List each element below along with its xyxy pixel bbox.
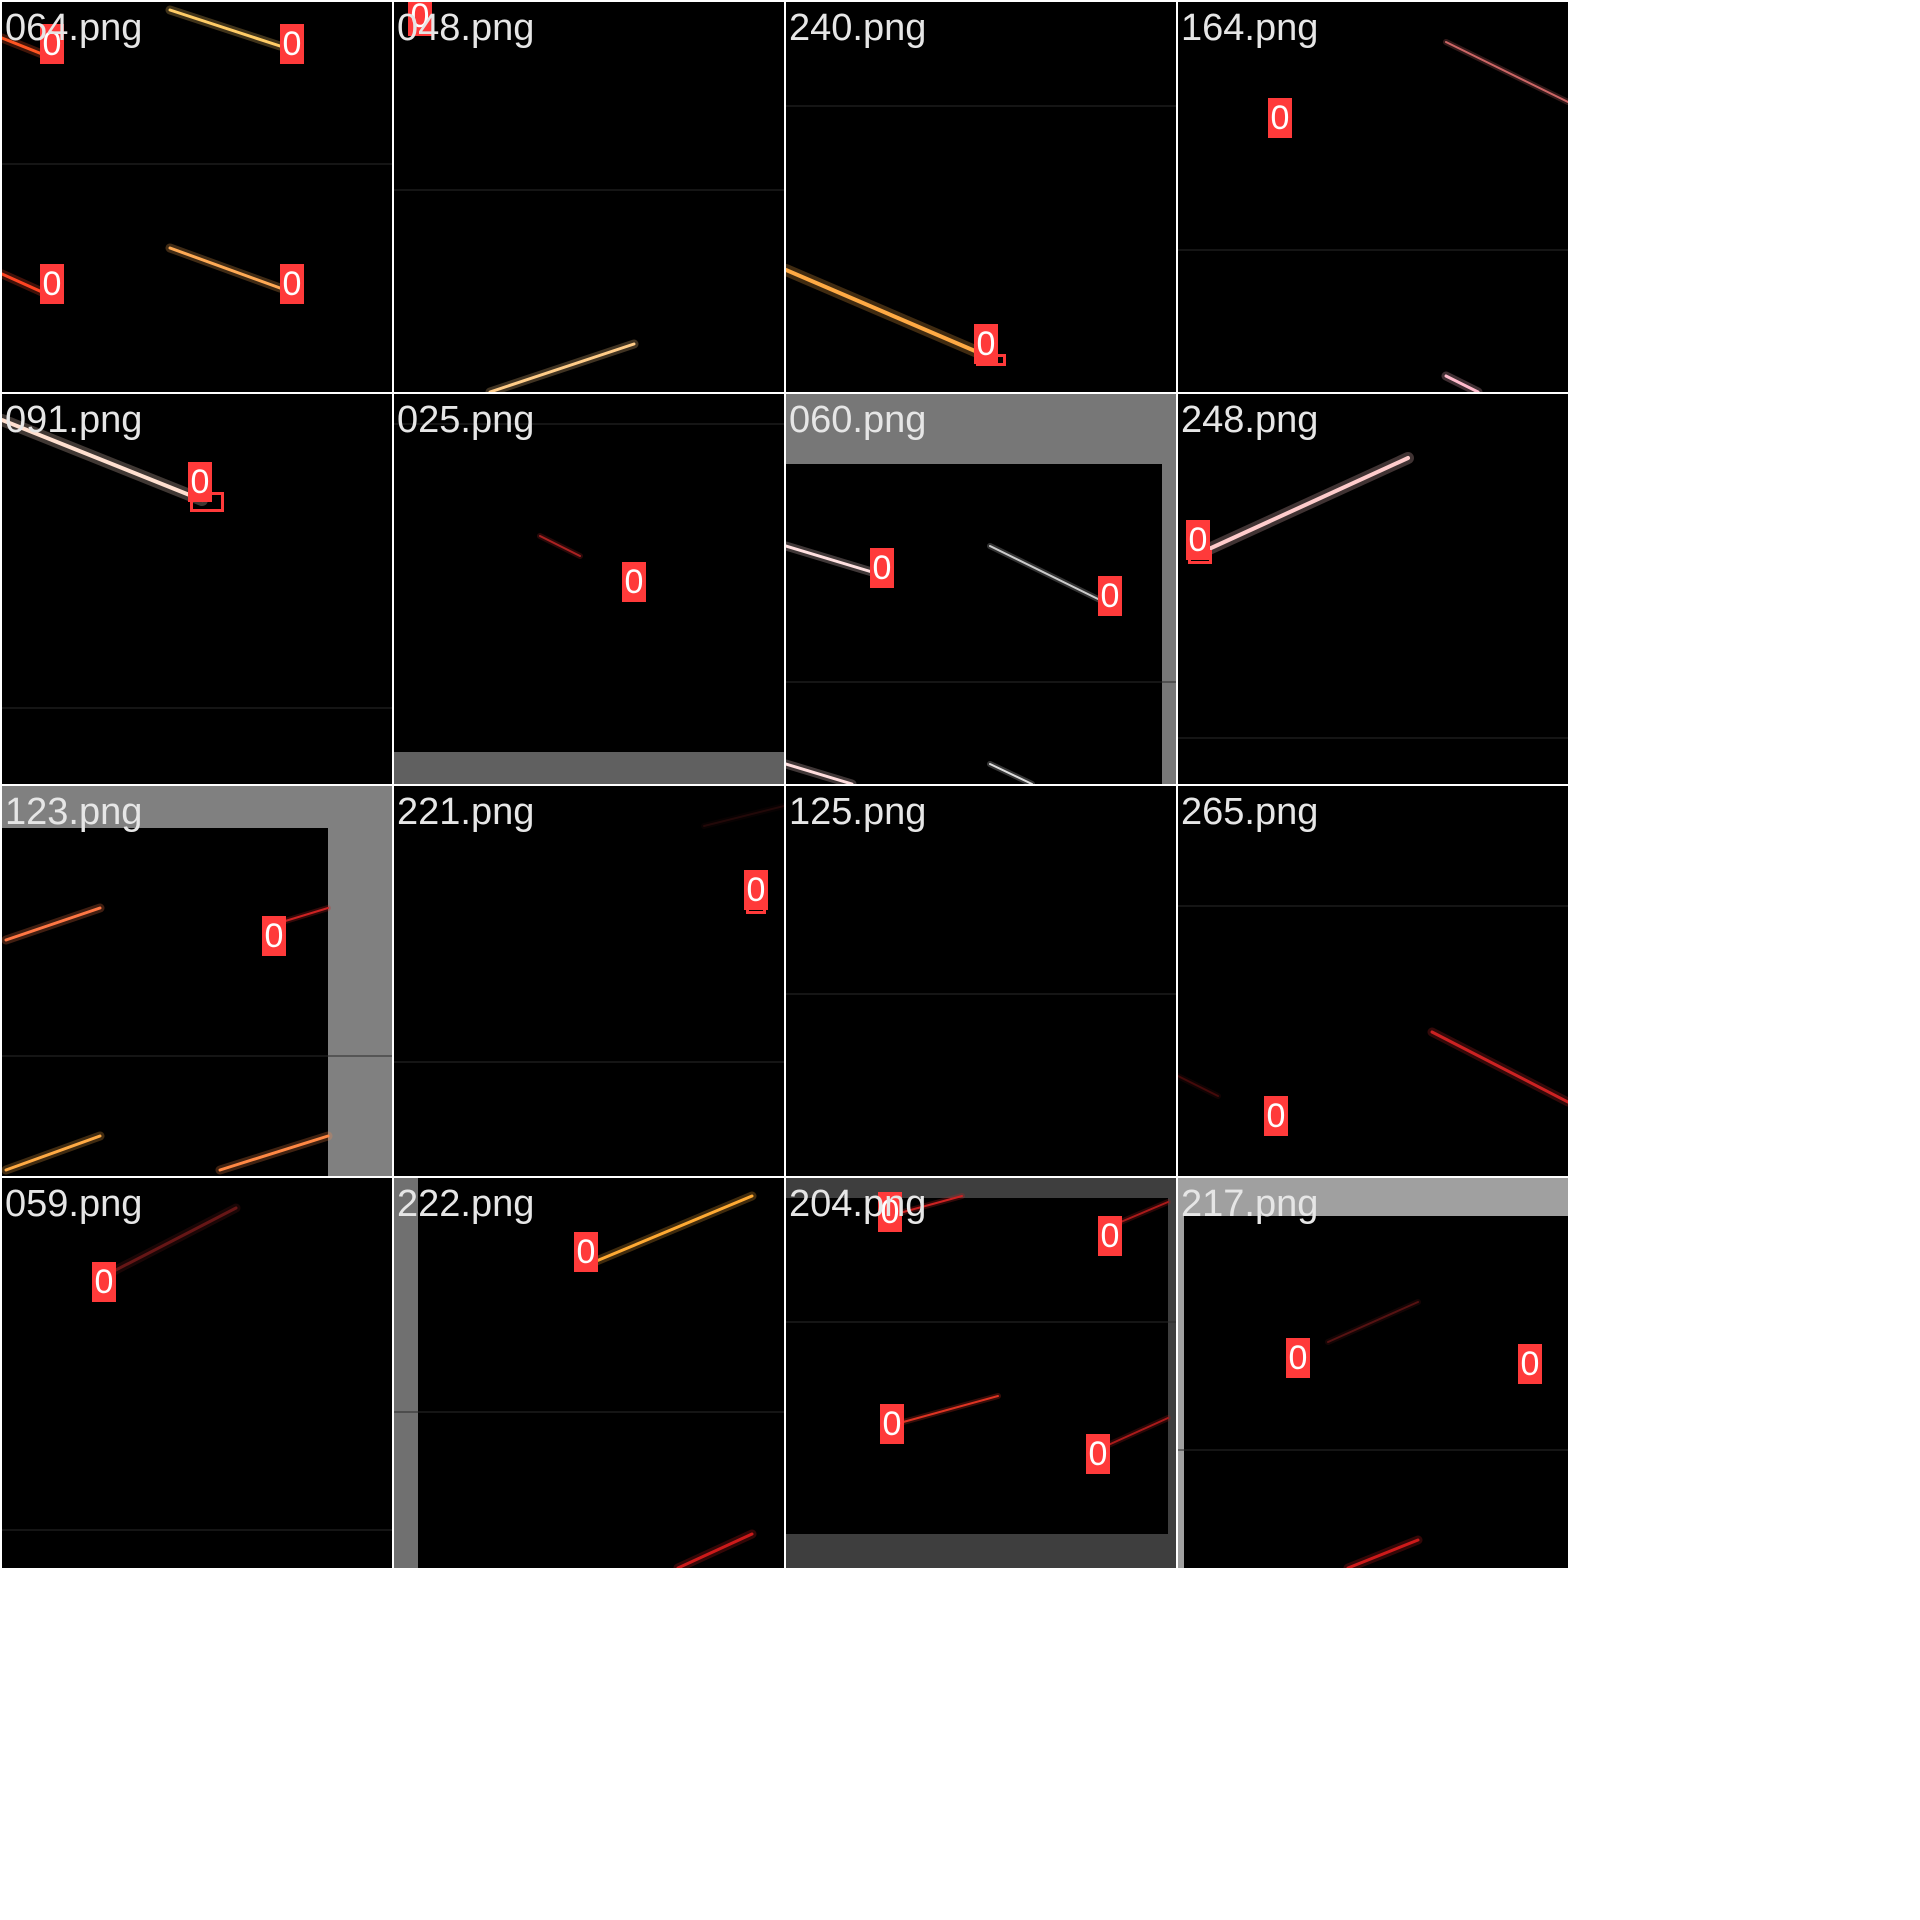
image-tile: 0 265.png [1178, 786, 1568, 1176]
tile-filename: 217.png [1181, 1182, 1318, 1226]
light-streak [594, 1196, 752, 1262]
tile-filename: 091.png [5, 398, 142, 442]
tile-filename: 059.png [5, 1182, 142, 1226]
light-streak [786, 546, 872, 572]
detection-class-label: 0 [870, 548, 894, 588]
light-streak [678, 1534, 752, 1568]
image-tile: 0 248.png [1178, 394, 1568, 784]
tile-filename: 125.png [789, 790, 926, 834]
image-tile: 0 025.png [394, 394, 784, 784]
image-tile: 0 240.png [786, 2, 1176, 392]
detection-class-label: 0 [974, 324, 998, 364]
light-streak [1446, 42, 1568, 102]
light-streak [990, 764, 1032, 784]
padding-region [394, 752, 784, 784]
tile-filename: 222.png [397, 1182, 534, 1226]
detection-class-label: 0 [188, 462, 212, 502]
light-streak [990, 546, 1100, 600]
detection-class-label: 0 [1186, 520, 1210, 560]
light-streak [170, 10, 280, 46]
image-tile: 0 0 060.png [786, 394, 1176, 784]
tile-filename: 221.png [397, 790, 534, 834]
light-streak [2, 274, 42, 292]
tile-filename: 204.png [789, 1182, 926, 1226]
image-tile: 0 221.png [394, 786, 784, 1176]
light-streak [6, 908, 100, 940]
image-tile: 0 059.png [2, 1178, 392, 1568]
image-tile: 125.png [786, 786, 1176, 1176]
detection-class-label: 0 [1286, 1338, 1310, 1378]
image-tile: 0 0 0 0 064.png [2, 2, 392, 392]
light-streak [540, 536, 580, 556]
image-tile: 0 048.png [394, 2, 784, 392]
detection-class-label: 0 [1098, 1216, 1122, 1256]
padding-region [1162, 394, 1176, 784]
tile-filename: 240.png [789, 6, 926, 50]
tile-filename: 064.png [5, 6, 142, 50]
tile-canvas [2, 1178, 392, 1568]
light-streak [1446, 376, 1478, 392]
tile-filename: 248.png [1181, 398, 1318, 442]
padding-region [328, 786, 392, 1176]
detection-class-label: 0 [1268, 98, 1292, 138]
tile-canvas [1178, 2, 1568, 392]
tile-canvas [1178, 1178, 1568, 1568]
light-streak [1432, 1032, 1568, 1102]
tile-filename: 265.png [1181, 790, 1318, 834]
image-tile: 0 123.png [2, 786, 392, 1176]
light-streak [6, 1136, 100, 1170]
detection-class-label: 0 [622, 562, 646, 602]
detection-class-label: 0 [280, 24, 304, 64]
padding-region [394, 1178, 418, 1568]
image-tile: 0 091.png [2, 394, 392, 784]
tile-filename: 164.png [1181, 6, 1318, 50]
light-streak [1328, 1302, 1418, 1342]
light-streak [704, 806, 784, 826]
light-streak [786, 764, 852, 784]
tile-canvas [394, 2, 784, 392]
tile-filename: 123.png [5, 790, 142, 834]
padding-region [1168, 1178, 1176, 1568]
tile-canvas [2, 786, 392, 1176]
padding-region [1178, 1178, 1184, 1568]
tile-canvas [1178, 786, 1568, 1176]
image-tile: 0 0 0 0 204.png [786, 1178, 1176, 1568]
light-streak [1198, 458, 1408, 554]
detection-class-label: 0 [880, 1404, 904, 1444]
light-streak [1116, 1202, 1168, 1224]
light-streak [786, 270, 982, 354]
detection-class-label: 0 [1264, 1096, 1288, 1136]
tile-filename: 025.png [397, 398, 534, 442]
tile-canvas [786, 786, 1176, 1176]
light-streak [1348, 1540, 1418, 1568]
image-tile: 0 164.png [1178, 2, 1568, 392]
light-streak [1178, 1076, 1218, 1096]
detection-class-label: 0 [1098, 576, 1122, 616]
tile-canvas [394, 786, 784, 1176]
tile-canvas [2, 394, 392, 784]
detection-class-label: 0 [92, 1262, 116, 1302]
detection-class-label: 0 [1086, 1434, 1110, 1474]
padding-region [786, 1534, 1176, 1568]
tile-canvas [1178, 394, 1568, 784]
image-tile: 0 222.png [394, 1178, 784, 1568]
light-streak [1106, 1418, 1168, 1446]
detection-class-label: 0 [280, 264, 304, 304]
light-streak [220, 1136, 328, 1170]
detection-class-label: 0 [1518, 1344, 1542, 1384]
detection-class-label: 0 [40, 264, 64, 304]
light-streak [896, 1396, 998, 1424]
detection-class-label: 0 [744, 870, 768, 910]
image-tile: 0 0 217.png [1178, 1178, 1568, 1568]
light-streak [282, 908, 328, 922]
tile-filename: 060.png [789, 398, 926, 442]
tile-filename: 048.png [397, 6, 534, 50]
light-streak [490, 344, 634, 392]
detection-class-label: 0 [262, 916, 286, 956]
tile-canvas [394, 394, 784, 784]
light-streak [170, 248, 280, 288]
detection-class-label: 0 [574, 1232, 598, 1272]
